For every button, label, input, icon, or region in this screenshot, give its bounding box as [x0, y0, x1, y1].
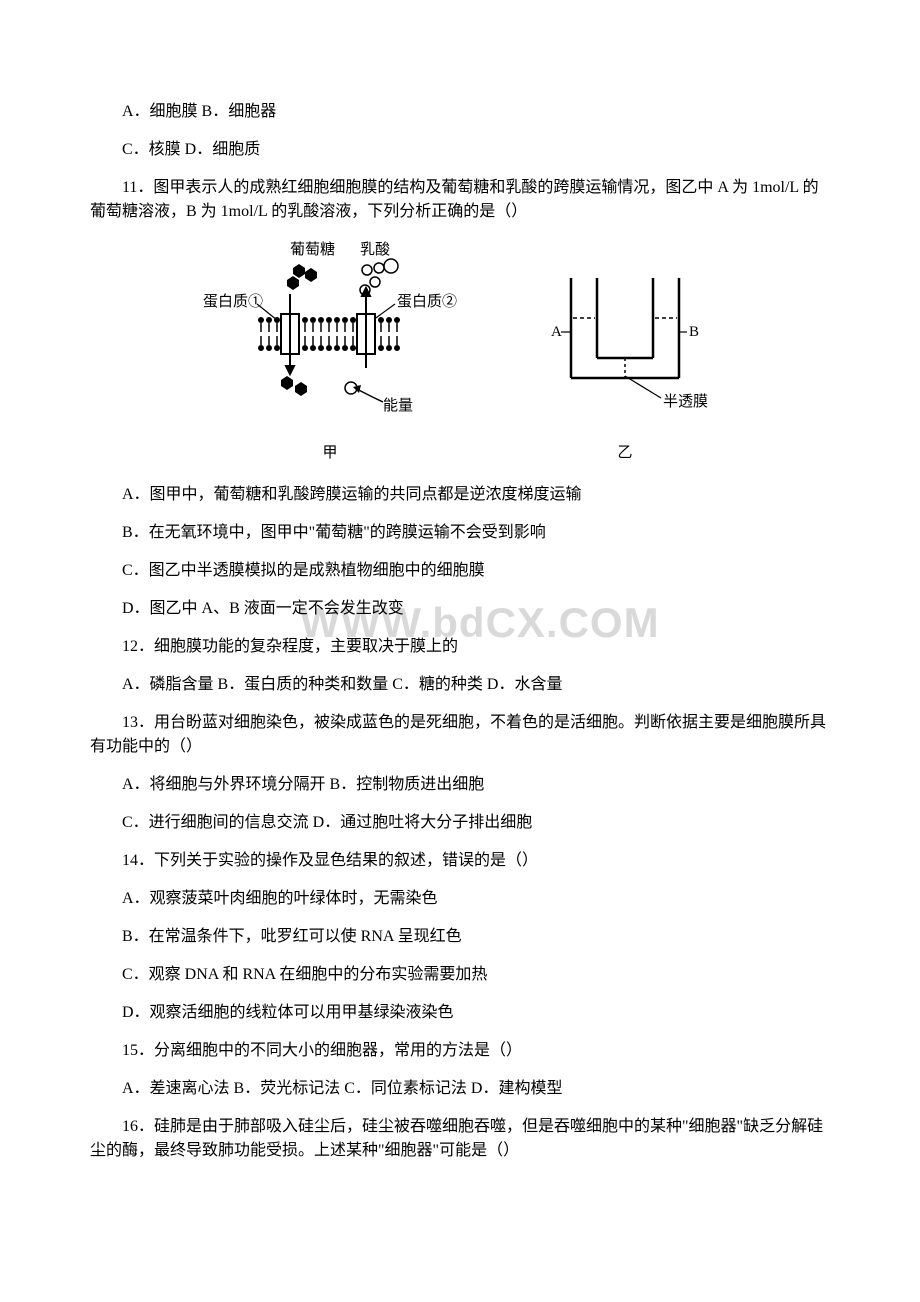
q14-option-b: B．在常温条件下，吡罗红可以使 RNA 呈现红色: [90, 925, 830, 949]
q11-option-d: D．图乙中 A、B 液面一定不会发生改变: [90, 597, 830, 621]
watermark-region: WWW.bdCX.COM D．图乙中 A、B 液面一定不会发生改变: [90, 597, 830, 621]
q14-option-c: C．观察 DNA 和 RNA 在细胞中的分布实验需要加热: [90, 963, 830, 987]
label-glucose: 葡萄糖: [290, 241, 335, 258]
q11-figures: 葡萄糖 乳酸 蛋白质① 蛋白质②: [90, 238, 830, 465]
membrane-icon: [258, 314, 400, 354]
figure-yi-svg: A B 半透膜: [525, 258, 725, 438]
q11-option-a: A．图甲中，葡萄糖和乳酸跨膜运输的共同点都是逆浓度梯度运输: [90, 483, 830, 507]
q13-stem: 13．用台盼蓝对细胞染色，被染成蓝色的是死细胞，不着色的是活细胞。判断依据主要是…: [90, 711, 830, 759]
label-b: B: [689, 324, 699, 340]
q12-stem: 12．细胞膜功能的复杂程度，主要取决于膜上的: [90, 635, 830, 659]
label-a: A: [551, 324, 562, 340]
page-content: A．细胞膜 B．细胞器 C．核膜 D．细胞质 11．图甲表示人的成熟红细胞细胞膜…: [0, 0, 920, 1237]
figure-yi-caption: 乙: [617, 442, 632, 465]
glucose-icons: [287, 264, 317, 290]
figure-yi: A B 半透膜 乙: [525, 258, 725, 465]
q14-stem: 14．下列关于实验的操作及显色结果的叙述，错误的是（）: [90, 849, 830, 873]
q11-option-b: B．在无氧环境中，图甲中"葡萄糖"的跨膜运输不会受到影响: [90, 521, 830, 545]
q14-option-d: D．观察活细胞的线粒体可以用甲基绿染液染色: [90, 1001, 830, 1025]
q16-stem: 16．硅肺是由于肺部吸入硅尘后，硅尘被吞噬细胞吞噬，但是吞噬细胞中的某种"细胞器…: [90, 1115, 830, 1163]
q11-option-c: C．图乙中半透膜模拟的是成熟植物细胞中的细胞膜: [90, 559, 830, 583]
q15-options: A．差速离心法 B．荧光标记法 C．同位素标记法 D．建构模型: [90, 1077, 830, 1101]
q12-options: A．磷脂含量 B．蛋白质的种类和数量 C．糖的种类 D．水含量: [90, 673, 830, 697]
q13-option-ab: A．将细胞与外界环境分隔开 B．控制物质进出细胞: [90, 773, 830, 797]
glucose-below-icon: [281, 376, 307, 396]
q13-option-cd: C．进行细胞间的信息交流 D．通过胞吐将大分子排出细胞: [90, 811, 830, 835]
q11-stem: 11．图甲表示人的成熟红细胞细胞膜的结构及葡萄糖和乳酸的跨膜运输情况，图乙中 A…: [90, 176, 830, 224]
label-lactic: 乳酸: [360, 241, 390, 258]
q11-stem-text: 11．图甲表示人的成熟红细胞细胞膜的结构及葡萄糖和乳酸的跨膜运输情况，图乙中 A…: [90, 179, 819, 220]
figure-jia-caption: 甲: [322, 442, 337, 465]
figure-jia: 葡萄糖 乳酸 蛋白质① 蛋白质②: [195, 238, 465, 465]
label-protein1: 蛋白质①: [203, 293, 263, 310]
label-energy: 能量: [383, 397, 413, 414]
q14-option-a: A．观察菠菜叶肉细胞的叶绿体时，无需染色: [90, 887, 830, 911]
figure-jia-svg: 葡萄糖 乳酸 蛋白质① 蛋白质②: [195, 238, 465, 438]
q10-option-cd: C．核膜 D．细胞质: [90, 138, 830, 162]
label-protein2: 蛋白质②: [397, 293, 457, 310]
q15-stem: 15．分离细胞中的不同大小的细胞器，常用的方法是（）: [90, 1039, 830, 1063]
label-membrane: 半透膜: [663, 393, 708, 410]
q10-option-ab: A．细胞膜 B．细胞器: [90, 100, 830, 124]
